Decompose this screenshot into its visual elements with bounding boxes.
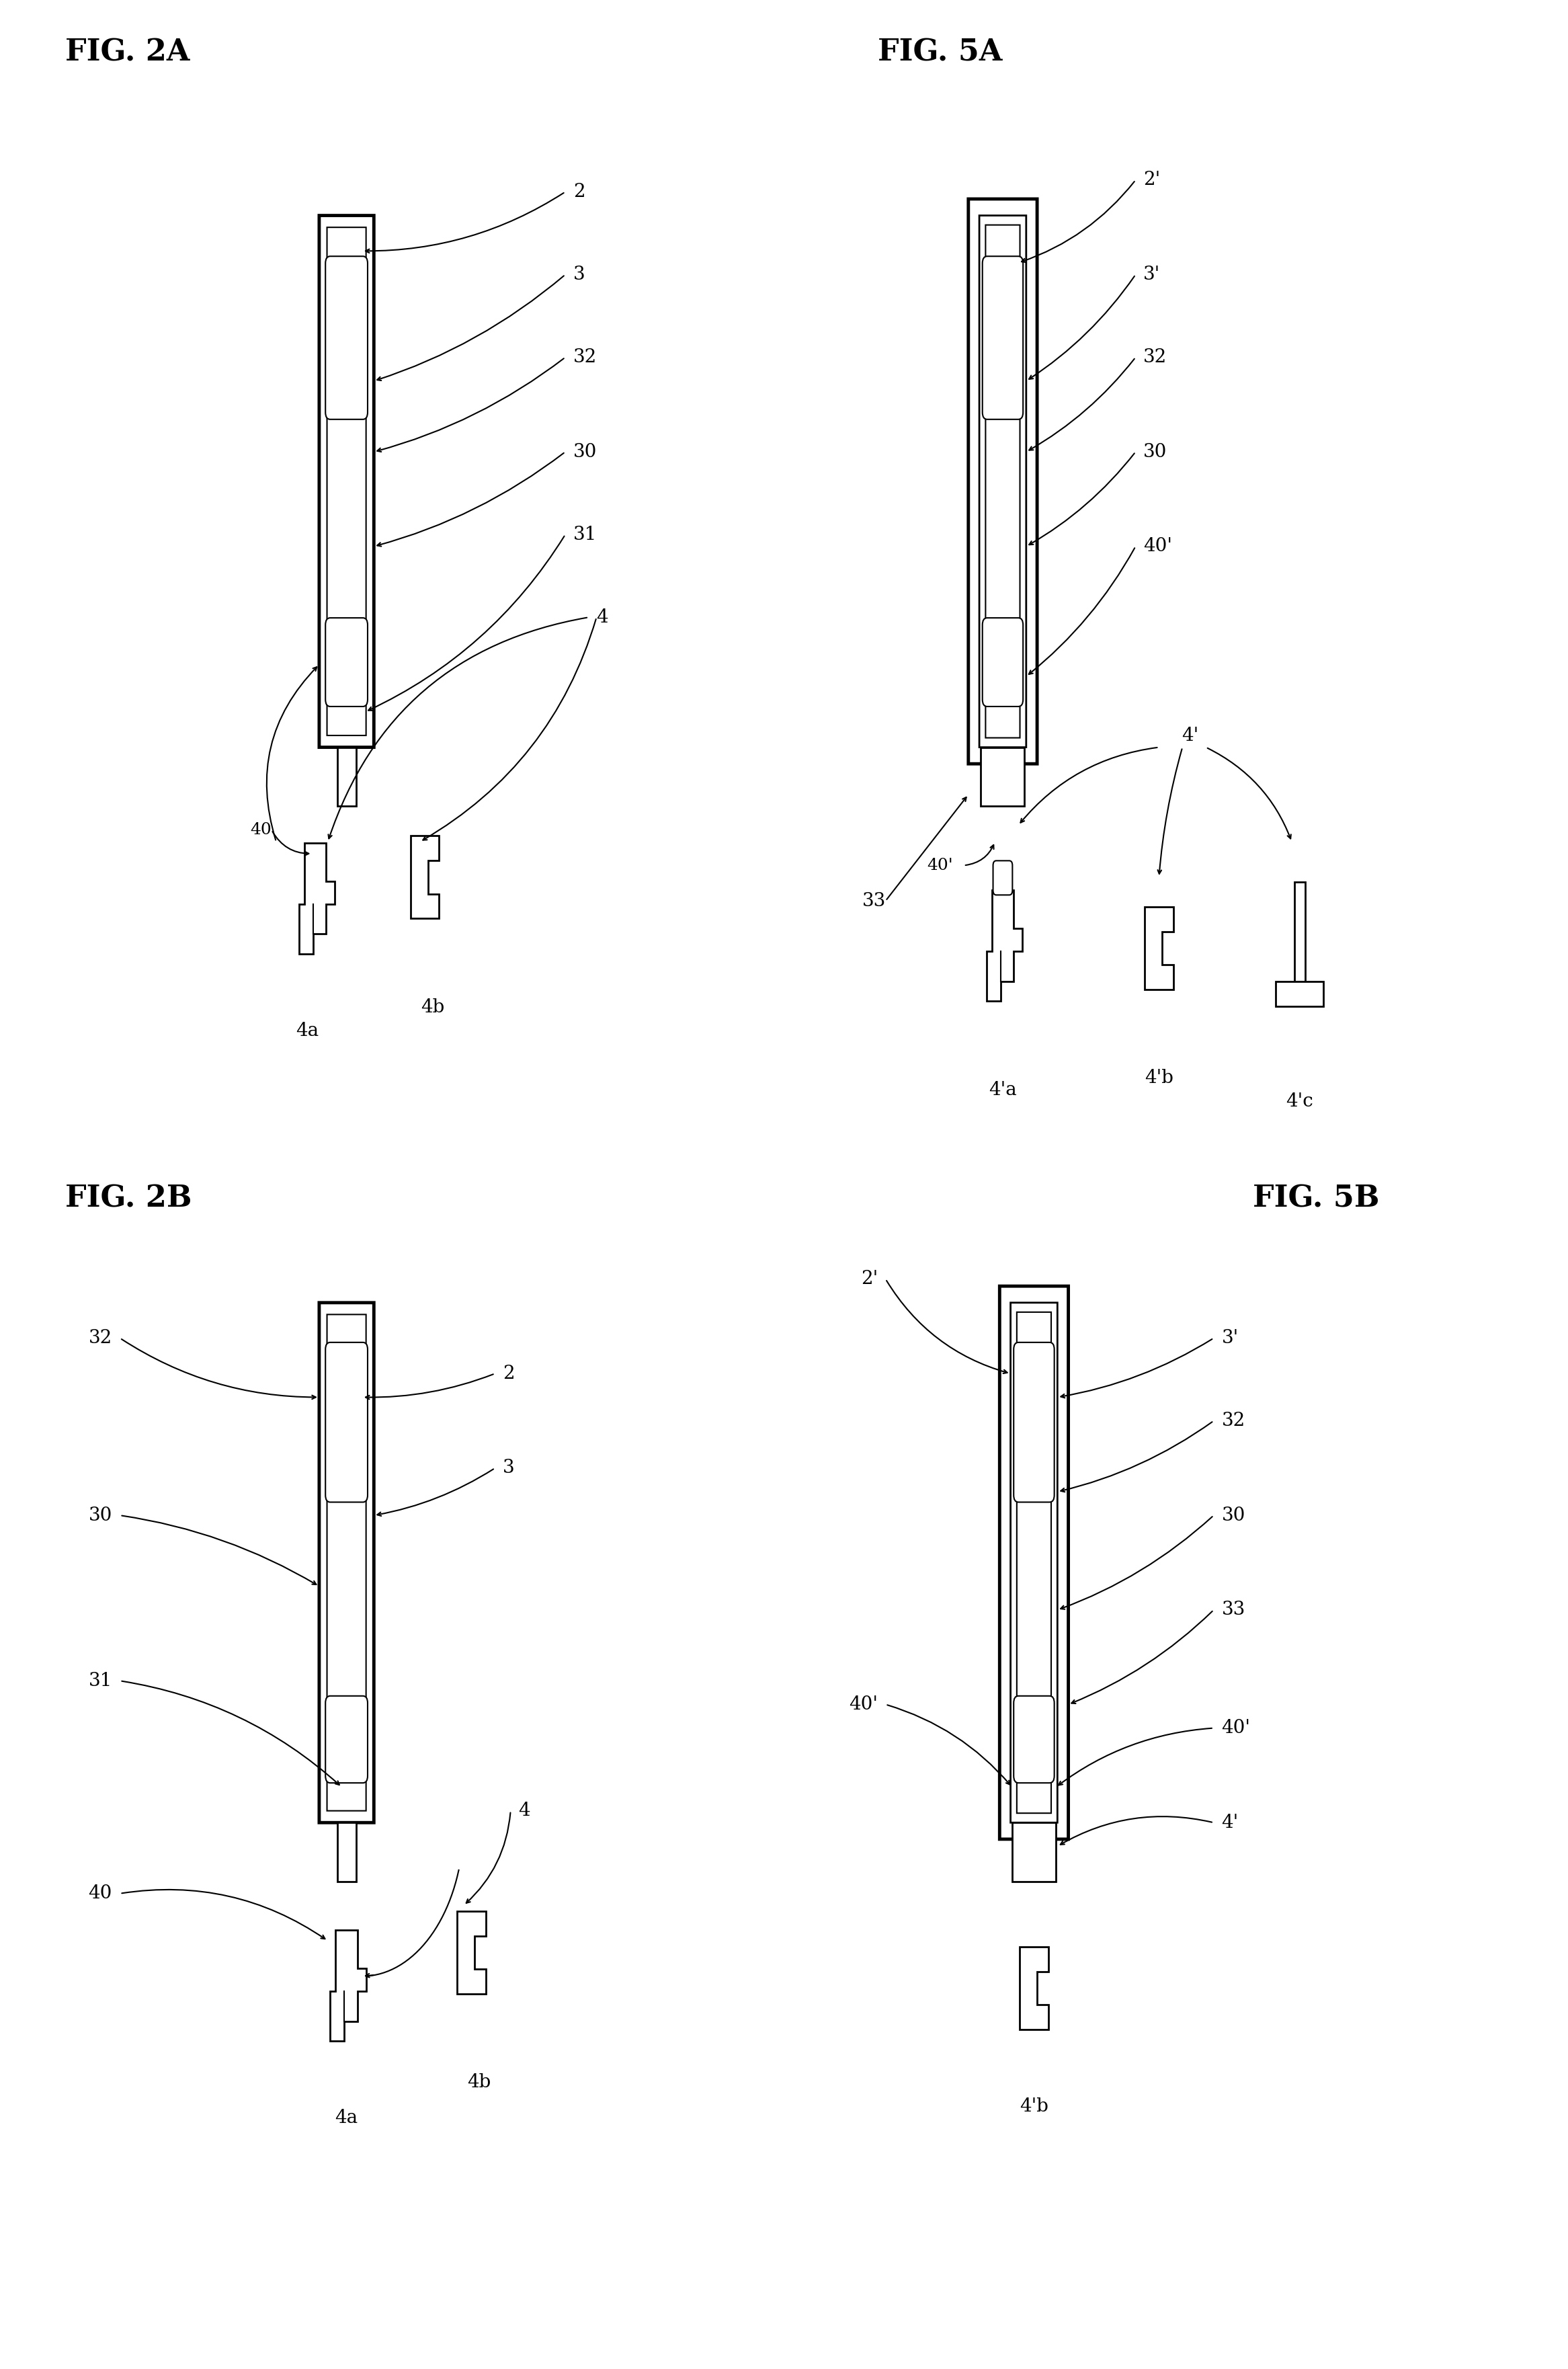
FancyBboxPatch shape <box>320 1303 373 1822</box>
Polygon shape <box>337 1822 356 1881</box>
Text: 4a: 4a <box>296 1021 318 1040</box>
Text: 32: 32 <box>1221 1412 1245 1431</box>
Text: 32: 32 <box>1143 348 1167 367</box>
Text: FIG. 2A: FIG. 2A <box>66 38 190 66</box>
Text: 3': 3' <box>1221 1329 1239 1348</box>
Polygon shape <box>1019 1947 1047 2030</box>
Polygon shape <box>1011 1822 1055 1881</box>
Polygon shape <box>1294 881 1305 981</box>
FancyBboxPatch shape <box>993 860 1013 895</box>
Text: FIG. 5B: FIG. 5B <box>1253 1184 1380 1213</box>
Polygon shape <box>337 746 356 805</box>
Text: FIG. 2B: FIG. 2B <box>66 1184 191 1213</box>
Polygon shape <box>1145 907 1173 990</box>
Text: 4'c: 4'c <box>1286 1092 1314 1111</box>
Text: 33: 33 <box>1221 1601 1245 1618</box>
Text: 40': 40' <box>927 858 953 874</box>
Polygon shape <box>986 891 1022 1002</box>
Polygon shape <box>982 746 1024 805</box>
FancyBboxPatch shape <box>320 216 373 746</box>
Text: 30: 30 <box>572 443 597 462</box>
Polygon shape <box>331 1931 367 2042</box>
Text: 32: 32 <box>572 348 597 367</box>
Text: 4'b: 4'b <box>1019 2097 1049 2116</box>
Text: 31: 31 <box>572 526 597 543</box>
Text: 4b: 4b <box>420 997 444 1016</box>
FancyBboxPatch shape <box>1013 1343 1054 1502</box>
FancyBboxPatch shape <box>1013 1696 1054 1784</box>
FancyBboxPatch shape <box>1010 1303 1057 1822</box>
Polygon shape <box>411 836 439 919</box>
Text: 2: 2 <box>503 1365 514 1383</box>
Text: 4: 4 <box>596 609 608 625</box>
Text: 3: 3 <box>503 1459 514 1478</box>
FancyBboxPatch shape <box>969 199 1036 763</box>
Text: 2': 2' <box>1143 171 1160 190</box>
FancyBboxPatch shape <box>983 256 1022 419</box>
Text: 4': 4' <box>1221 1815 1239 1831</box>
Text: 4'b: 4'b <box>1145 1068 1173 1087</box>
Text: 30: 30 <box>1221 1507 1245 1523</box>
Text: 4': 4' <box>1182 727 1198 744</box>
Polygon shape <box>1275 981 1323 1007</box>
Text: 40': 40' <box>1143 538 1173 554</box>
FancyBboxPatch shape <box>980 216 1025 746</box>
Text: 40': 40' <box>848 1696 878 1713</box>
Text: 40: 40 <box>88 1883 113 1902</box>
Polygon shape <box>299 843 336 955</box>
Text: 3: 3 <box>572 265 585 284</box>
Text: 33: 33 <box>862 891 886 910</box>
Text: 4a: 4a <box>336 2108 358 2127</box>
Text: 3': 3' <box>1143 265 1160 284</box>
Text: 40': 40' <box>1221 1720 1250 1736</box>
Text: 40: 40 <box>249 822 271 839</box>
Text: 4'a: 4'a <box>989 1080 1016 1099</box>
Text: 30: 30 <box>1143 443 1167 462</box>
Text: 32: 32 <box>88 1329 113 1348</box>
FancyBboxPatch shape <box>326 1343 367 1502</box>
Text: FIG. 5A: FIG. 5A <box>878 38 1002 66</box>
Text: 2': 2' <box>861 1270 878 1289</box>
Text: 2: 2 <box>572 182 585 201</box>
Text: 4b: 4b <box>467 2073 491 2092</box>
Polygon shape <box>458 1912 486 1995</box>
Text: 4: 4 <box>519 1803 530 1819</box>
Text: 31: 31 <box>88 1673 113 1689</box>
FancyBboxPatch shape <box>1000 1286 1068 1838</box>
FancyBboxPatch shape <box>326 618 367 706</box>
FancyBboxPatch shape <box>983 618 1022 706</box>
FancyBboxPatch shape <box>326 1696 367 1784</box>
Text: 30: 30 <box>88 1507 113 1523</box>
FancyBboxPatch shape <box>326 256 367 419</box>
